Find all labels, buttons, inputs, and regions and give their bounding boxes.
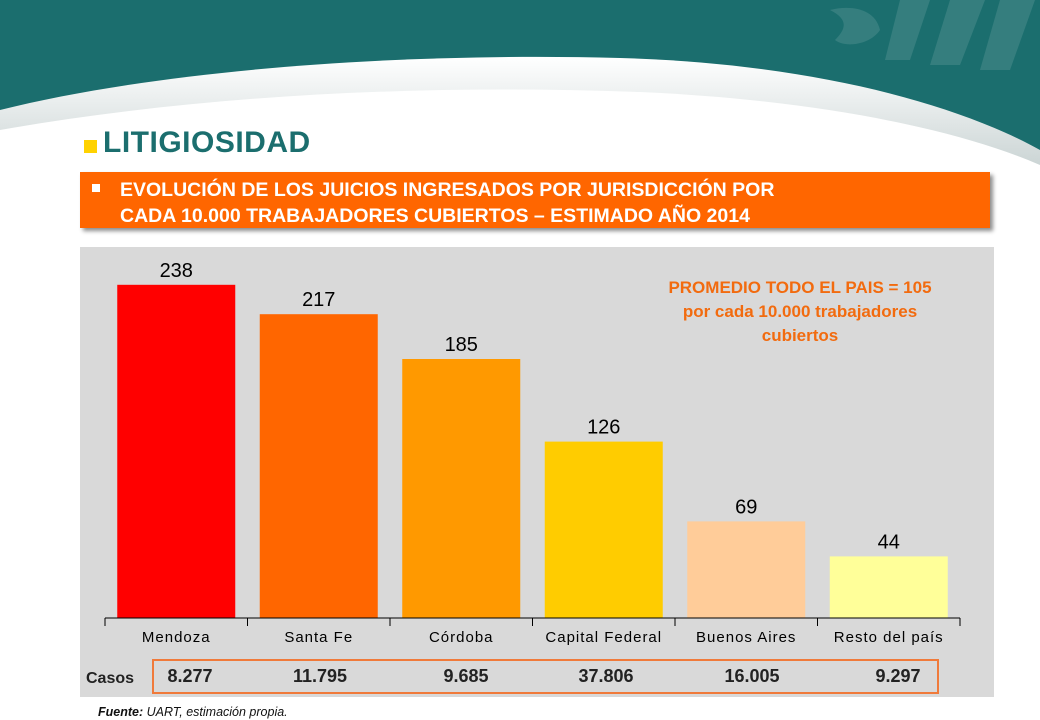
- subtitle-box: EVOLUCIÓN DE LOS JUICIOS INGRESADOS POR …: [80, 172, 990, 228]
- casos-value-buenos-aires: 16.005: [724, 666, 780, 686]
- bar-capital-federal: [544, 441, 663, 618]
- average-annotation-line2: por cada 10.000 trabajadores: [682, 302, 918, 321]
- bar-resto-del-pais: [829, 556, 948, 618]
- bar-cordoba: [402, 359, 521, 618]
- casos-value-cordoba: 9.685: [443, 666, 489, 686]
- subtitle-text: EVOLUCIÓN DE LOS JUICIOS INGRESADOS POR …: [120, 179, 775, 227]
- title-bullet-icon: [84, 139, 97, 153]
- source-note: Fuente: UART, estimación propia.: [98, 705, 288, 719]
- casos-label: Casos: [86, 670, 135, 687]
- source-label: Fuente:: [98, 705, 144, 719]
- data-label-resto-del-pais: 44: [878, 531, 900, 553]
- casos-value-santa-fe: 11.795: [292, 666, 348, 686]
- data-label-santa-fe: 217: [302, 289, 335, 311]
- casos-value-mendoza: 8.277: [167, 666, 213, 686]
- x-tick-label-resto-del-pais: Resto del país: [834, 629, 944, 646]
- x-tick-label-buenos-aires: Buenos Aires: [696, 629, 796, 646]
- page-title: LITIGIOSIDAD: [103, 126, 311, 159]
- x-tick-label-mendoza: Mendoza: [142, 629, 211, 646]
- casos-value-capital-federal: 37.806: [578, 666, 634, 686]
- average-annotation-line1: PROMEDIO TODO EL PAIS = 105: [668, 278, 932, 297]
- bar-santa-fe: [259, 314, 378, 618]
- data-label-capital-federal: 126: [587, 417, 620, 439]
- data-label-buenos-aires: 69: [735, 496, 757, 518]
- x-tick-label-capital-federal: Capital Federal: [545, 629, 662, 646]
- page-title-group: LITIGIOSIDAD: [84, 126, 311, 160]
- average-annotation-line3: cubiertos: [761, 326, 839, 345]
- header-banner: [0, 0, 1040, 170]
- x-tick-label-santa-fe: Santa Fe: [284, 629, 353, 646]
- casos-value-resto: 9.297: [875, 666, 921, 686]
- bar-mendoza: [117, 284, 236, 618]
- logo-mark: [830, 0, 1035, 70]
- bar-buenos-aires: [687, 521, 806, 618]
- data-label-cordoba: 185: [445, 334, 478, 356]
- source-text: UART, estimación propia.: [143, 705, 288, 719]
- subtitle-bullet-icon: [92, 184, 100, 192]
- data-label-mendoza: 238: [160, 260, 193, 282]
- casos-box: [152, 659, 939, 694]
- average-annotation: PROMEDIO TODO EL PAIS = 105 por cada 10.…: [590, 276, 1010, 348]
- x-tick-label-cordoba: Córdoba: [429, 629, 494, 646]
